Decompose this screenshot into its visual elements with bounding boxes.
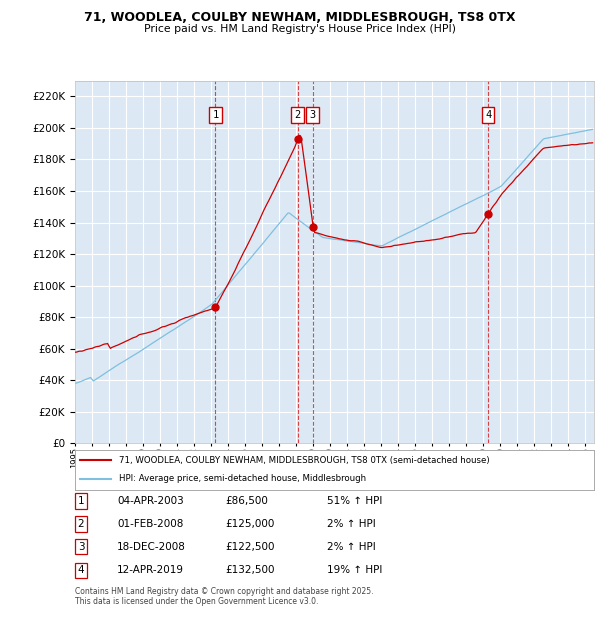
Text: 2: 2 [295,110,301,120]
Text: 19% ↑ HPI: 19% ↑ HPI [327,565,382,575]
Text: 12-APR-2019: 12-APR-2019 [117,565,184,575]
Text: 2% ↑ HPI: 2% ↑ HPI [327,542,376,552]
Text: Contains HM Land Registry data © Crown copyright and database right 2025.
This d: Contains HM Land Registry data © Crown c… [75,587,373,606]
Text: 2: 2 [77,519,85,529]
Text: 51% ↑ HPI: 51% ↑ HPI [327,496,382,506]
Text: 01-FEB-2008: 01-FEB-2008 [117,519,184,529]
Text: 3: 3 [77,542,85,552]
Text: £86,500: £86,500 [225,496,268,506]
Text: £122,500: £122,500 [225,542,275,552]
Text: HPI: Average price, semi-detached house, Middlesbrough: HPI: Average price, semi-detached house,… [119,474,366,484]
Text: 71, WOODLEA, COULBY NEWHAM, MIDDLESBROUGH, TS8 0TX (semi-detached house): 71, WOODLEA, COULBY NEWHAM, MIDDLESBROUG… [119,456,490,465]
Text: 71, WOODLEA, COULBY NEWHAM, MIDDLESBROUGH, TS8 0TX: 71, WOODLEA, COULBY NEWHAM, MIDDLESBROUG… [84,11,516,24]
Text: 18-DEC-2008: 18-DEC-2008 [117,542,186,552]
Text: £132,500: £132,500 [225,565,275,575]
Text: 3: 3 [310,110,316,120]
Text: £125,000: £125,000 [225,519,274,529]
Text: Price paid vs. HM Land Registry's House Price Index (HPI): Price paid vs. HM Land Registry's House … [144,24,456,33]
Text: 4: 4 [77,565,85,575]
Text: 2% ↑ HPI: 2% ↑ HPI [327,519,376,529]
Text: 1: 1 [212,110,218,120]
Text: 04-APR-2003: 04-APR-2003 [117,496,184,506]
Text: 1: 1 [77,496,85,506]
Text: 4: 4 [485,110,491,120]
